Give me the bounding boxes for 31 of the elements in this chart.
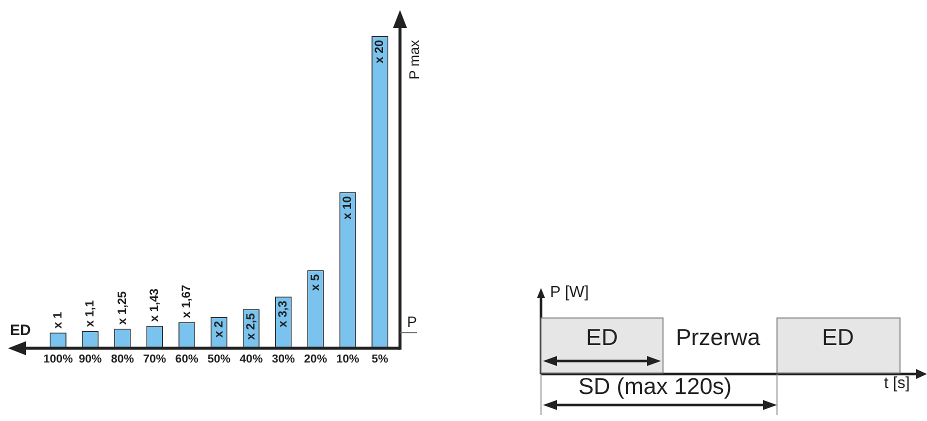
data-label: x 10	[340, 196, 354, 220]
x-tick-label: 60%	[175, 353, 198, 366]
x-tick-label: 5%	[372, 353, 388, 366]
text: ED	[586, 324, 618, 351]
x-tick-label: 20%	[304, 353, 328, 366]
y-axis-title: P max	[406, 40, 422, 80]
text: Przerwa	[676, 324, 760, 351]
text: ED	[822, 324, 854, 351]
x-tick-label: 90%	[78, 353, 102, 366]
text: P	[407, 314, 418, 331]
x-tick-label: 40%	[240, 353, 263, 366]
x-axis-title: ED	[10, 322, 31, 340]
data-label: x 2	[211, 320, 226, 338]
data-label: x 3,3	[276, 300, 290, 328]
text: t [s]	[884, 375, 910, 393]
data-label: x 1,1	[82, 300, 97, 328]
text: P [W]	[550, 284, 589, 302]
x-tick-label: 100%	[43, 353, 73, 366]
data-label: x 1,67	[179, 284, 194, 318]
x-tick-label: 30%	[272, 353, 295, 366]
x-tick-label: 80%	[110, 353, 134, 366]
data-label: x 2,5	[243, 312, 258, 340]
x-tick-label: 50%	[207, 353, 231, 366]
text: SD (max 120s)	[578, 373, 732, 400]
data-label: x 20	[372, 40, 386, 64]
x-tick-label: 10%	[336, 353, 360, 366]
x-tick-label: 70%	[143, 353, 166, 366]
data-label: x 1	[50, 312, 64, 329]
data-label: x 5	[308, 274, 322, 291]
data-label: x 1,25	[114, 291, 129, 325]
data-label: x 1,43	[146, 288, 161, 322]
